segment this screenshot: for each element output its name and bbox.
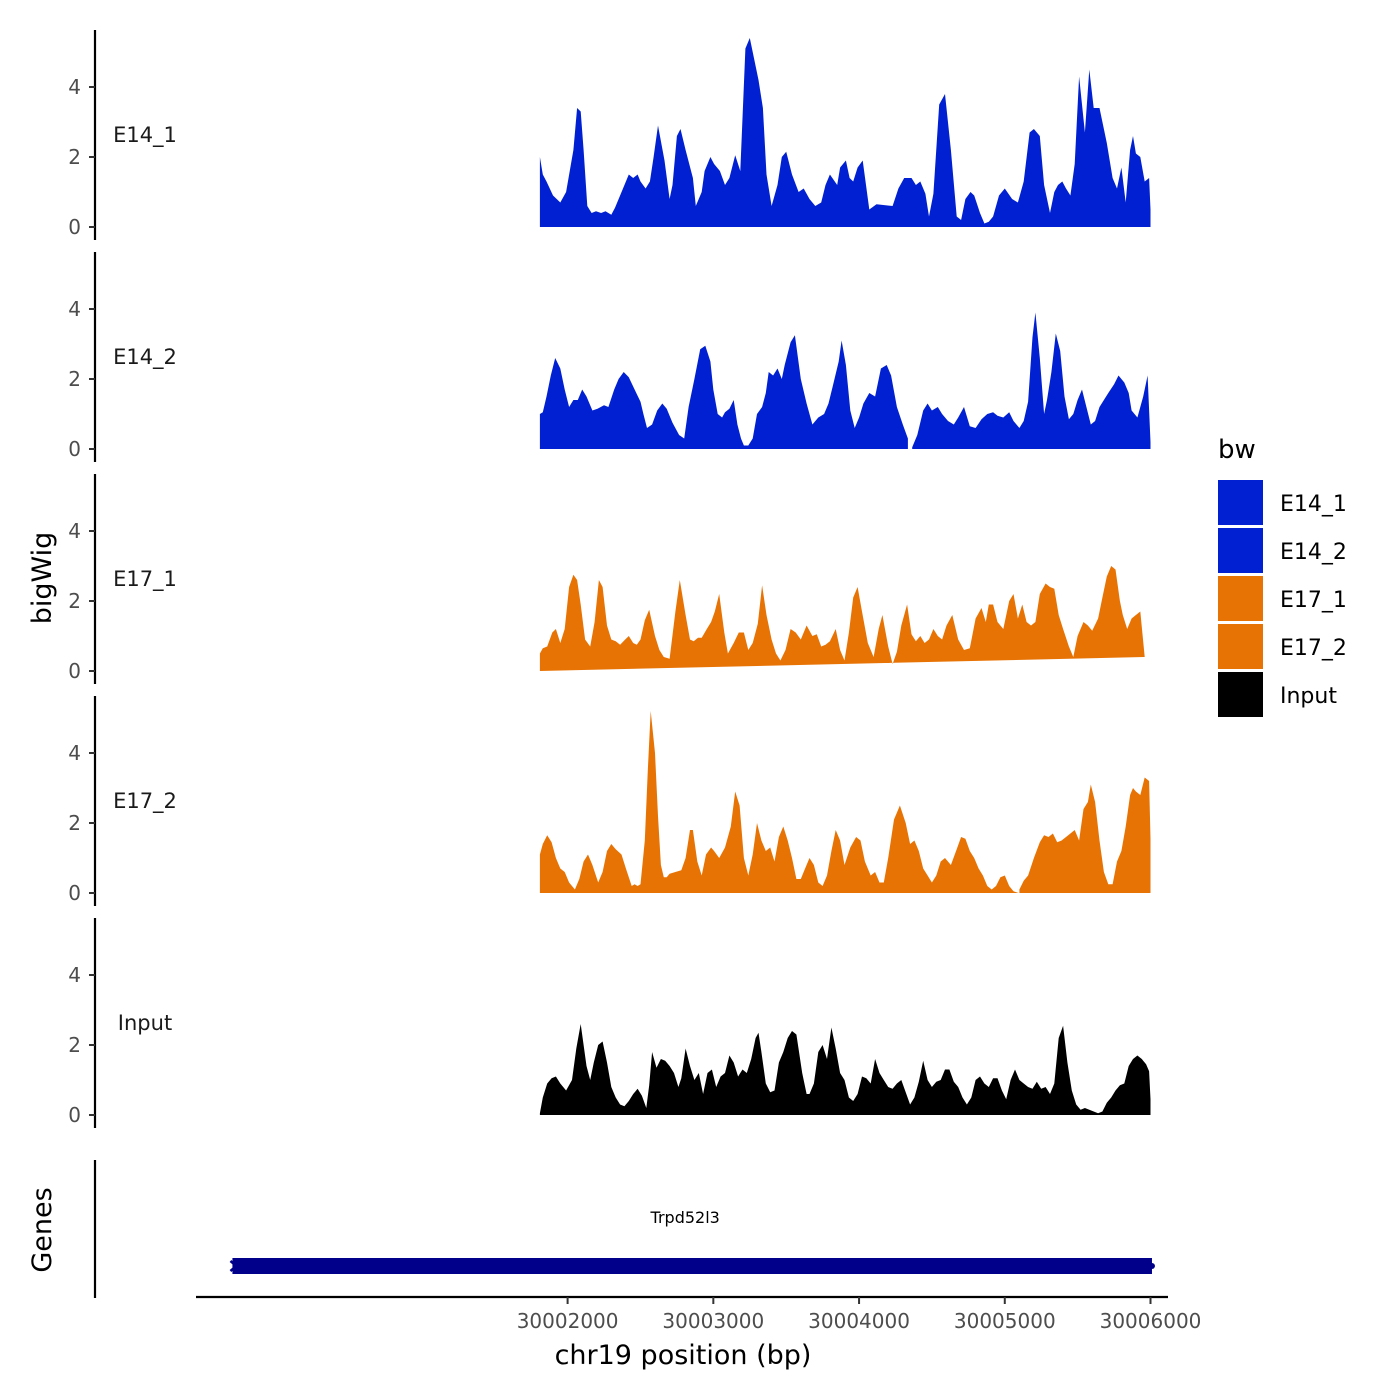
legend: bw E14_1 E14_2 E17_1 E17_2 Input: [1218, 435, 1347, 717]
genes-axis-title: Genes: [27, 1187, 58, 1272]
x-tick-label: 30003000: [662, 1309, 764, 1333]
y-tick-label: 4: [68, 519, 81, 543]
track-label-Input: Input: [118, 1011, 172, 1035]
area-E17_2-segment-0: [539, 711, 1019, 893]
legend-key-E14_1: [1218, 480, 1263, 525]
gene-strand-arrow: [229, 1260, 239, 1272]
gene-label-Trpd52l3: Trpd52l3: [650, 1208, 720, 1227]
x-tick-label: 30005000: [954, 1309, 1056, 1333]
track-panel-E14_2: 0 2 4 E14_2: [68, 252, 1151, 462]
y-tick-label: 0: [68, 437, 81, 461]
legend-title: bw: [1218, 435, 1256, 465]
track-label-E17_1: E17_1: [113, 567, 177, 592]
y-tick-label: 0: [68, 659, 81, 683]
track-label-E17_2: E17_2: [113, 789, 177, 814]
track-panel-E17_1: 0 2 4 E17_1: [68, 474, 1145, 684]
legend-key-E14_2: [1218, 528, 1263, 573]
legend-key-Input: [1218, 672, 1263, 717]
legend-label-E17_2: E17_2: [1280, 636, 1347, 661]
y-tick-label: 2: [68, 589, 81, 613]
track-panel-E14_1: 0 2 4 E14_1: [68, 30, 1151, 240]
legend-key-E17_2: [1218, 624, 1263, 669]
y-tick-label: 2: [68, 145, 81, 169]
area-E17_1-segment-0: [539, 566, 1145, 671]
y-tick-label: 4: [68, 963, 81, 987]
area-E17_2-segment-1: [1019, 777, 1151, 893]
x-axis: 30002000 30003000 30004000 30005000 30006000: [196, 1295, 1202, 1333]
gene-body-Trpd52l3: [232, 1258, 1152, 1274]
y-tick-label: 4: [68, 741, 81, 765]
area-E14_2-segment-1: [912, 312, 1151, 449]
y-tick-label: 0: [68, 881, 81, 905]
area-E14_2-segment-0: [539, 335, 908, 449]
y-tick-label: 4: [68, 297, 81, 321]
legend-label-E17_1: E17_1: [1280, 588, 1347, 613]
y-tick-label: 0: [68, 1103, 81, 1127]
track-panel-E17_2: 0 2 4 E17_2: [68, 696, 1151, 906]
track-panel-Input: 0 2 4 Input: [68, 918, 1151, 1128]
x-tick-label: 30006000: [1100, 1309, 1202, 1333]
legend-label-E14_1: E14_1: [1280, 492, 1347, 517]
track-label-E14_2: E14_2: [113, 345, 177, 370]
legend-label-E14_2: E14_2: [1280, 540, 1347, 565]
y-axis-title: bigWig: [27, 532, 58, 625]
legend-key-E17_1: [1218, 576, 1263, 621]
tracks-layer: 0 2 4 E14_1 0 2 4 E14_2 0 2 4 E17_1 0 2 4 E17_2 0 2 4 Input: [68, 30, 1151, 1128]
y-tick-label: 2: [68, 367, 81, 391]
y-tick-label: 2: [68, 1033, 81, 1057]
y-tick-label: 0: [68, 215, 81, 239]
gene-end-marker: [1148, 1263, 1155, 1269]
y-tick-label: 2: [68, 811, 81, 835]
track-label-E14_1: E14_1: [113, 123, 177, 148]
x-tick-label: 30002000: [517, 1309, 619, 1333]
legend-label-Input: Input: [1280, 684, 1337, 709]
area-E14_1-segment-0: [539, 38, 1151, 227]
genes-panel: Trpd52l3: [93, 1160, 1155, 1298]
area-Input-segment-0: [539, 1024, 1151, 1115]
y-tick-label: 4: [68, 75, 81, 99]
x-axis-title: chr19 position (bp): [555, 1340, 812, 1371]
x-tick-label: 30004000: [808, 1309, 910, 1333]
